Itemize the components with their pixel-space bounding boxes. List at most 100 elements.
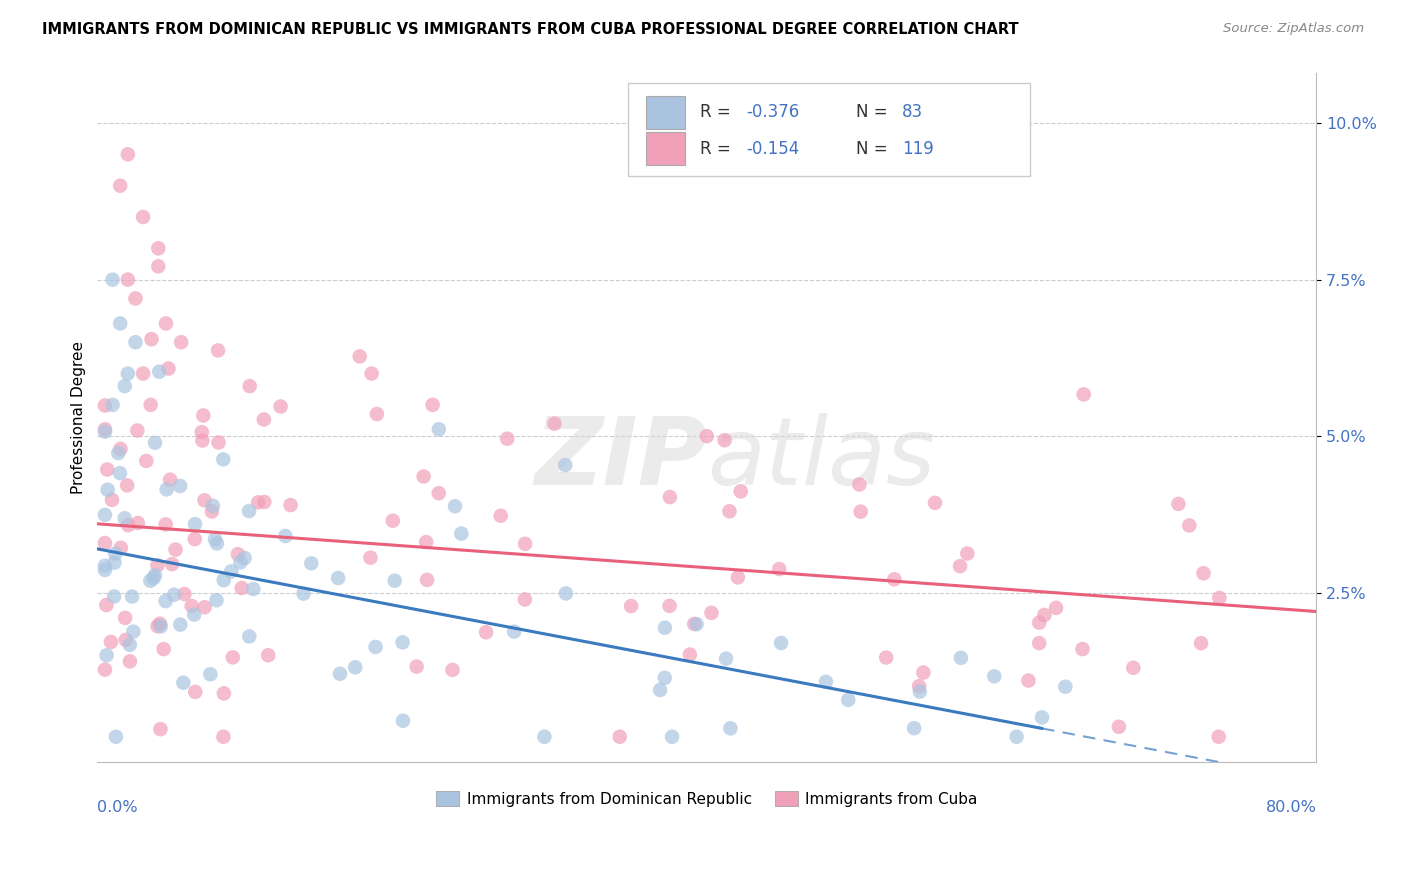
Point [222,650,245,665]
Point [679,648,702,662]
Point [848,477,870,491]
Point [101,492,124,507]
Point [299,557,322,571]
Point [191,425,214,439]
Text: 83: 83 [901,103,922,121]
Point [170,335,193,350]
Point [149,619,172,633]
Text: N =: N = [856,140,893,158]
Point [110,442,132,456]
Point [103,556,125,570]
Point [1005,730,1028,744]
Point [949,559,972,574]
Point [242,582,264,596]
Point [814,674,837,689]
Point [114,379,136,393]
Point [513,537,536,551]
Legend: Immigrants from Dominican Republic, Immigrants from Cuba: Immigrants from Dominican Republic, Immi… [430,785,984,813]
Point [115,478,138,492]
Point [149,722,172,736]
Point [412,469,434,483]
Point [100,635,122,649]
Point [152,642,174,657]
Point [169,479,191,493]
Point [270,400,292,414]
Point [201,499,224,513]
Point [184,685,207,699]
Point [685,617,707,632]
Text: N =: N = [856,103,893,121]
Point [360,367,382,381]
Point [415,535,437,549]
Point [159,473,181,487]
Point [148,241,170,255]
Point [101,272,124,286]
Text: atlas: atlas [707,413,935,504]
Point [94,422,117,436]
Point [359,550,381,565]
Point [883,572,905,586]
Point [768,562,790,576]
Point [329,666,352,681]
Point [280,498,302,512]
Point [146,619,169,633]
Point [533,730,555,744]
Point [1028,636,1050,650]
Point [1192,566,1215,581]
Point [654,671,676,685]
Point [207,435,229,450]
Point [405,659,427,673]
Point [1189,636,1212,650]
Point [658,599,681,613]
Point [165,542,187,557]
Point [101,398,124,412]
Point [924,496,946,510]
Point [107,446,129,460]
Point [96,648,118,663]
Point [142,571,165,585]
Point [292,586,315,600]
Point [384,574,406,588]
Point [108,466,131,480]
Text: -0.376: -0.376 [745,103,799,121]
Point [727,570,749,584]
Point [1122,661,1144,675]
Point [139,398,162,412]
Point [381,514,404,528]
Point [114,611,136,625]
Point [97,483,120,497]
Text: Source: ZipAtlas.com: Source: ZipAtlas.com [1223,22,1364,36]
Point [274,529,297,543]
Point [983,669,1005,683]
Text: IMMIGRANTS FROM DOMINICAN REPUBLIC VS IMMIGRANTS FROM CUBA PROFESSIONAL DEGREE C: IMMIGRANTS FROM DOMINICAN REPUBLIC VS IM… [42,22,1019,37]
Point [949,650,972,665]
Point [489,508,512,523]
Point [444,500,467,514]
Point [1167,497,1189,511]
Point [94,508,117,522]
Point [143,435,166,450]
Point [94,558,117,573]
Point [96,462,118,476]
Point [124,292,146,306]
Point [117,518,139,533]
FancyBboxPatch shape [627,83,1029,177]
Point [1071,642,1094,657]
Point [104,730,127,744]
Point [207,343,229,358]
Point [110,541,132,555]
Text: -0.154: -0.154 [745,140,799,158]
Point [233,551,256,566]
Point [124,335,146,350]
Point [204,532,226,546]
Point [648,683,671,698]
Point [155,517,177,532]
Point [875,650,897,665]
Point [713,433,735,447]
Text: R =: R = [700,140,735,158]
Point [422,398,444,412]
Point [191,434,214,448]
Point [146,558,169,573]
Point [253,412,276,426]
Point [654,621,676,635]
